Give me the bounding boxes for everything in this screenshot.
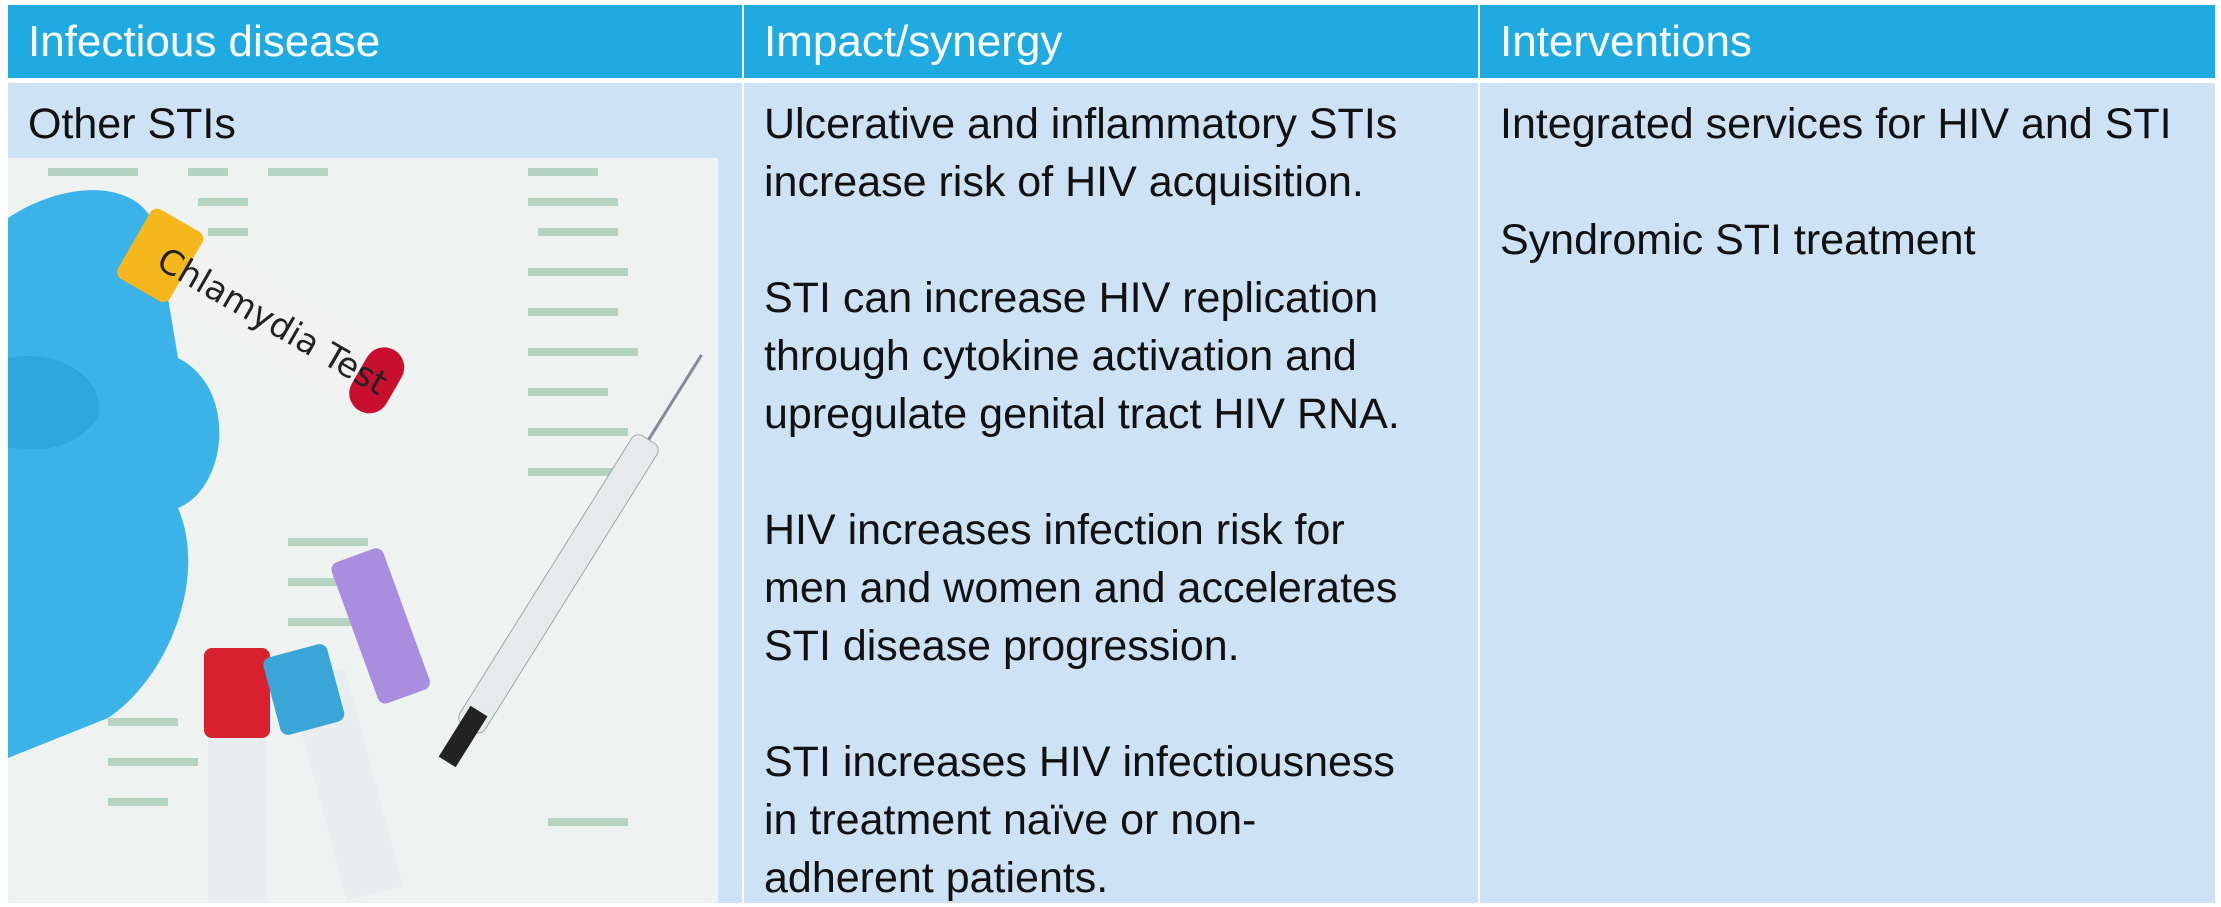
- cell-text: increase risk of HIV acquisition.: [764, 153, 1478, 211]
- cell-text: men and women and accelerates: [764, 559, 1478, 617]
- cell-text: STI increases HIV infectiousness: [764, 733, 1478, 791]
- cell-text: in treatment naïve or non-: [764, 791, 1478, 849]
- cell-text: STI disease progression.: [764, 617, 1478, 675]
- cell-text: Ulcerative and inflammatory STIs: [764, 95, 1478, 153]
- paragraph-gap: [1500, 153, 2215, 211]
- cell-text: Integrated services for HIV and STI: [1500, 95, 2215, 153]
- cell-text: upregulate genital tract HIV RNA.: [764, 385, 1478, 443]
- cell-text: adherent patients.: [764, 849, 1478, 907]
- cell-text: Other STIs: [28, 95, 742, 153]
- cell-text: STI can increase HIV replication: [764, 269, 1478, 327]
- paragraph-gap: [764, 211, 1478, 269]
- photo: Chlamydia Test: [8, 158, 718, 903]
- cell-text: HIV increases infection risk for: [764, 501, 1478, 559]
- cell-text: Syndromic STI treatment: [1500, 211, 2215, 269]
- paragraph-gap: [764, 675, 1478, 733]
- cell-text: through cytokine activation and: [764, 327, 1478, 385]
- paragraph-gap: [764, 443, 1478, 501]
- body-cell: Integrated services for HIV and STI Syndr…: [1480, 83, 2215, 903]
- header-cell: Infectious disease: [8, 5, 742, 78]
- slide: Infectious disease Impact/synergy Interv…: [0, 0, 2221, 903]
- header-cell: Impact/synergy: [744, 5, 1478, 78]
- header-cell: Interventions: [1480, 5, 2215, 78]
